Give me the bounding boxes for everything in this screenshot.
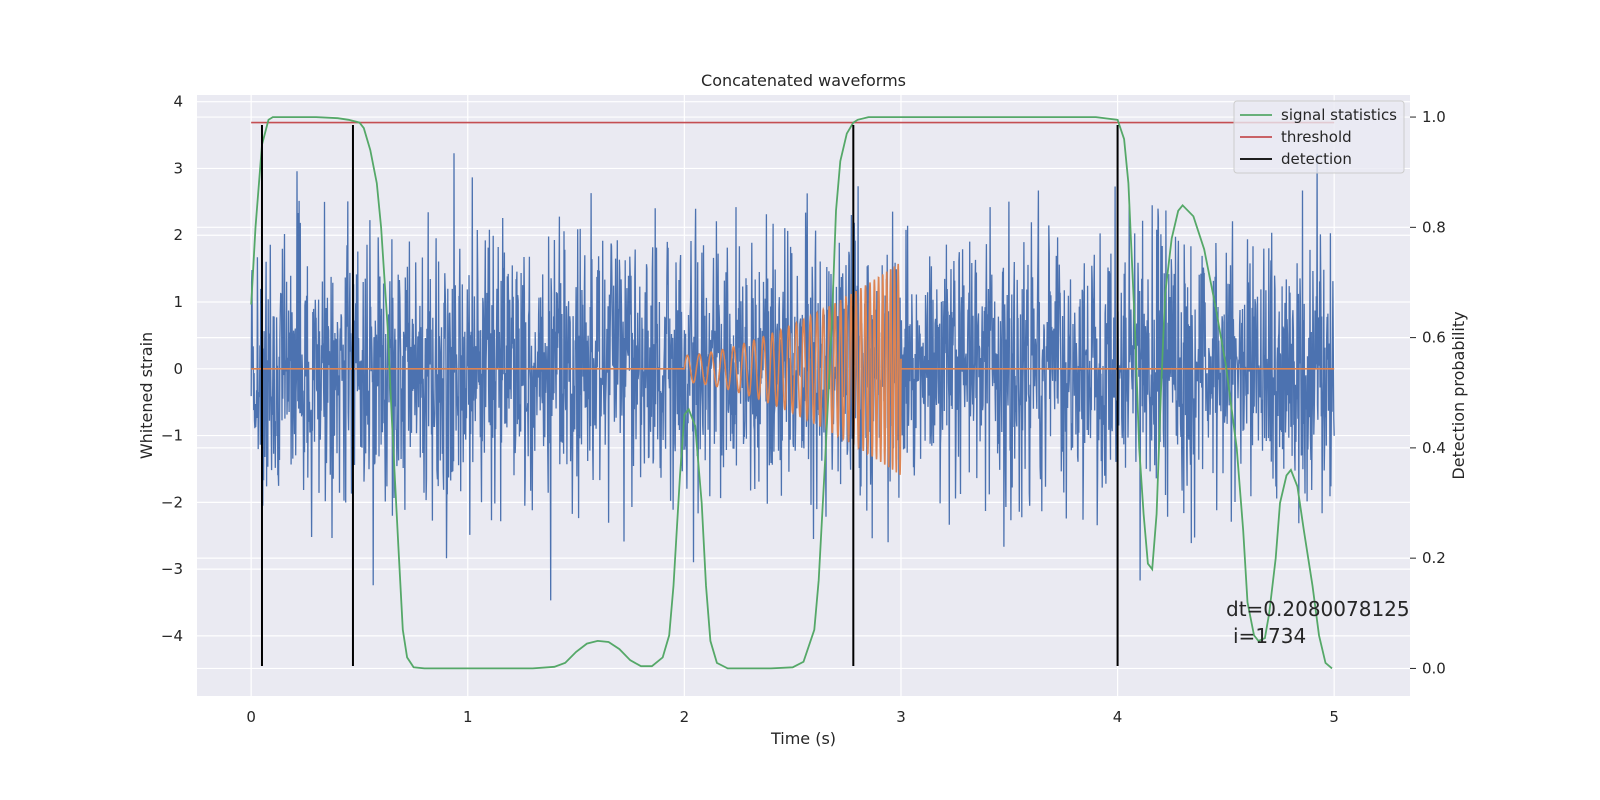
y2-tick-label: 0.8	[1422, 218, 1446, 236]
x-axis-ticks: 0 1 2 3 4 5	[246, 708, 1339, 726]
y2-tick-label: 0.4	[1422, 439, 1446, 457]
x-axis-label: Time (s)	[770, 729, 836, 748]
x-tick-label: 3	[896, 708, 906, 726]
y-tick-label: 1	[173, 293, 183, 311]
chart-title: Concatenated waveforms	[701, 71, 906, 90]
x-tick-label: 0	[246, 708, 256, 726]
x-tick-label: 4	[1113, 708, 1123, 726]
y-axis-label: Whitened strain	[137, 332, 156, 459]
annotation-dt: dt=0.2080078125	[1226, 597, 1410, 621]
y2-tick-label: 0.6	[1422, 329, 1446, 347]
y-axis-ticks: −4 −3 −2 −1 0 1 2 3 4	[161, 93, 183, 645]
y2-tick-label: 0.0	[1422, 659, 1446, 677]
legend: signal statistics threshold detection	[1233, 100, 1405, 174]
legend-label-detection: detection	[1281, 150, 1352, 168]
y2-axis-label: Detection probability	[1449, 311, 1468, 479]
legend-label-signal-statistics: signal statistics	[1281, 106, 1397, 124]
y-tick-label: 0	[173, 360, 183, 378]
detection-lines	[260, 125, 1119, 666]
y2-axis-ticks: 0.0 0.2 0.4 0.6 0.8 1.0	[1410, 108, 1446, 677]
legend-box	[1233, 100, 1405, 174]
annotation-index: i=1734	[1233, 624, 1306, 648]
y-tick-label: 2	[173, 226, 183, 244]
template-series-line	[251, 263, 1335, 475]
x-tick-label: 2	[680, 708, 690, 726]
y-tick-label: 4	[173, 93, 183, 111]
x-tick-label: 5	[1329, 708, 1339, 726]
legend-label-threshold: threshold	[1281, 128, 1352, 146]
y-tick-label: −1	[161, 427, 183, 445]
signal-statistics-line	[250, 116, 1333, 670]
y-tick-label: −4	[161, 627, 183, 645]
x-tick-label: 1	[463, 708, 473, 726]
noise-series-line	[250, 153, 1335, 601]
y-tick-label: 3	[173, 159, 183, 177]
y-tick-label: −3	[161, 560, 183, 578]
y-tick-label: −2	[161, 493, 183, 511]
y2-tick-label: 0.2	[1422, 549, 1446, 567]
y2-tick-label: 1.0	[1422, 108, 1446, 126]
